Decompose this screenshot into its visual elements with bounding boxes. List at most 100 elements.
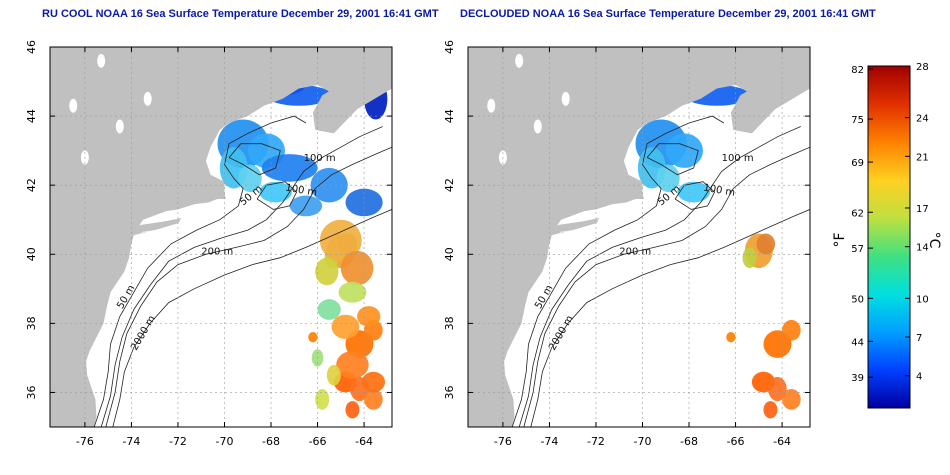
- fahrenheit-tick: 69: [851, 158, 864, 169]
- lake: [561, 91, 570, 106]
- long-island: [549, 218, 600, 234]
- celsius-tick: 28: [916, 62, 929, 73]
- lon-tick-label: -74: [122, 435, 140, 448]
- celsius-tick: 10: [916, 294, 929, 305]
- sst-patch: [340, 250, 374, 286]
- lat-tick-label: 38: [443, 316, 456, 330]
- sst-patch: [310, 167, 348, 203]
- contour-label: 100 m: [702, 182, 735, 198]
- lon-tick-label: -64: [773, 435, 791, 448]
- depth-contour-c2000: [112, 209, 392, 427]
- long-island: [131, 218, 182, 234]
- sst-patch: [782, 319, 801, 341]
- lon-tick-label: -74: [540, 435, 558, 448]
- fahrenheit-tick: 50: [851, 294, 864, 305]
- fahrenheit-tick: 39: [851, 373, 864, 384]
- depth-contour-c100: [100, 126, 383, 427]
- lat-tick-label: 42: [443, 178, 456, 192]
- lat-tick-label: 38: [25, 316, 38, 330]
- lon-tick-label: -72: [169, 435, 187, 448]
- sst-patch: [357, 306, 381, 327]
- fahrenheit-tick: 44: [851, 337, 864, 348]
- sst-patch: [326, 364, 341, 386]
- lon-tick-label: -70: [634, 435, 652, 448]
- sst-patch: [763, 330, 792, 358]
- lon-tick-label: -66: [727, 435, 745, 448]
- colorbar-gradient: [867, 65, 911, 409]
- sst-patch: [315, 257, 339, 286]
- land-mass: [50, 47, 392, 427]
- lake: [69, 98, 78, 113]
- sst-patch: [361, 371, 386, 393]
- nova-scotia: [730, 71, 810, 134]
- contour-label: 200 m: [201, 246, 233, 257]
- lat-tick-label: 44: [25, 109, 38, 123]
- depth-contour-c2000: [530, 209, 810, 427]
- fahrenheit-tick: 82: [851, 65, 864, 76]
- sst-patch: [782, 389, 801, 410]
- lon-tick-label: -68: [680, 435, 698, 448]
- map-frame: [467, 46, 811, 428]
- sst-patch: [677, 181, 710, 203]
- sst-patch: [338, 281, 367, 303]
- depth-contour-c50: [93, 115, 307, 427]
- lon-tick-label: -72: [587, 435, 605, 448]
- sst-patch: [317, 299, 341, 320]
- sst-patch: [756, 233, 776, 255]
- depth-contour-c200: [523, 146, 810, 427]
- contour-label: 100 m: [304, 153, 336, 164]
- contour-label: 100 m: [284, 182, 317, 198]
- sst-patch: [665, 133, 703, 168]
- lat-tick-label: 42: [25, 178, 38, 192]
- depth-contour-c100: [518, 126, 801, 427]
- sst-patch: [763, 401, 778, 419]
- lat-tick-label: 46: [443, 40, 456, 54]
- sst-patch: [726, 332, 736, 343]
- sst-patch: [259, 181, 292, 203]
- sst-patch: [364, 389, 383, 410]
- lat-tick-label: 40: [443, 247, 456, 261]
- celsius-tick: 7: [916, 333, 922, 344]
- land-mass: [468, 47, 810, 427]
- sst-patch: [261, 154, 318, 182]
- lon-tick-label: -66: [309, 435, 327, 448]
- sst-patch: [336, 351, 369, 379]
- celsius-tick: 21: [916, 152, 929, 163]
- depth-contour-gulf: [228, 143, 281, 176]
- sst-patch: [315, 389, 330, 410]
- sst-patch: [742, 247, 757, 269]
- lat-tick-label: 36: [25, 385, 38, 399]
- lon-tick-label: -70: [216, 435, 234, 448]
- lake: [533, 119, 542, 134]
- sst-patch: [319, 219, 362, 262]
- sst-patch: [331, 314, 360, 339]
- lake: [115, 119, 124, 134]
- lat-tick-label: 44: [443, 109, 456, 123]
- celsius-tick: 14: [916, 243, 929, 254]
- fahrenheit-tick: 57: [851, 244, 864, 255]
- lat-tick-label: 46: [25, 40, 38, 54]
- lake: [487, 98, 496, 113]
- fahrenheit-tick: 62: [851, 208, 864, 219]
- lon-tick-label: -76: [76, 435, 94, 448]
- fahrenheit-label: °F: [832, 232, 848, 247]
- celsius-tick: 24: [916, 114, 929, 125]
- fahrenheit-tick: 75: [851, 115, 864, 126]
- lon-tick-label: -64: [355, 435, 373, 448]
- depth-contour-c50: [511, 115, 725, 427]
- depth-contour-gulf: [646, 143, 699, 176]
- lake: [97, 53, 106, 68]
- map-frame: [49, 46, 393, 428]
- sst-patch: [345, 401, 360, 419]
- celsius-label: °C: [926, 232, 942, 249]
- celsius-tick: 17: [916, 204, 929, 215]
- temperature-colorbar: 82 75 69 62 57 50 44 39 28 24 21 17 14 10 7 4 °F °C: [832, 62, 942, 409]
- nova-scotia: [312, 71, 392, 134]
- celsius-tick: 4: [916, 372, 922, 383]
- lat-tick-label: 36: [443, 385, 456, 399]
- lake: [515, 53, 524, 68]
- contour-label: 200 m: [619, 246, 651, 257]
- right-panel-title: DECLOUDED NOAA 16 Sea Surface Temperatur…: [460, 8, 876, 20]
